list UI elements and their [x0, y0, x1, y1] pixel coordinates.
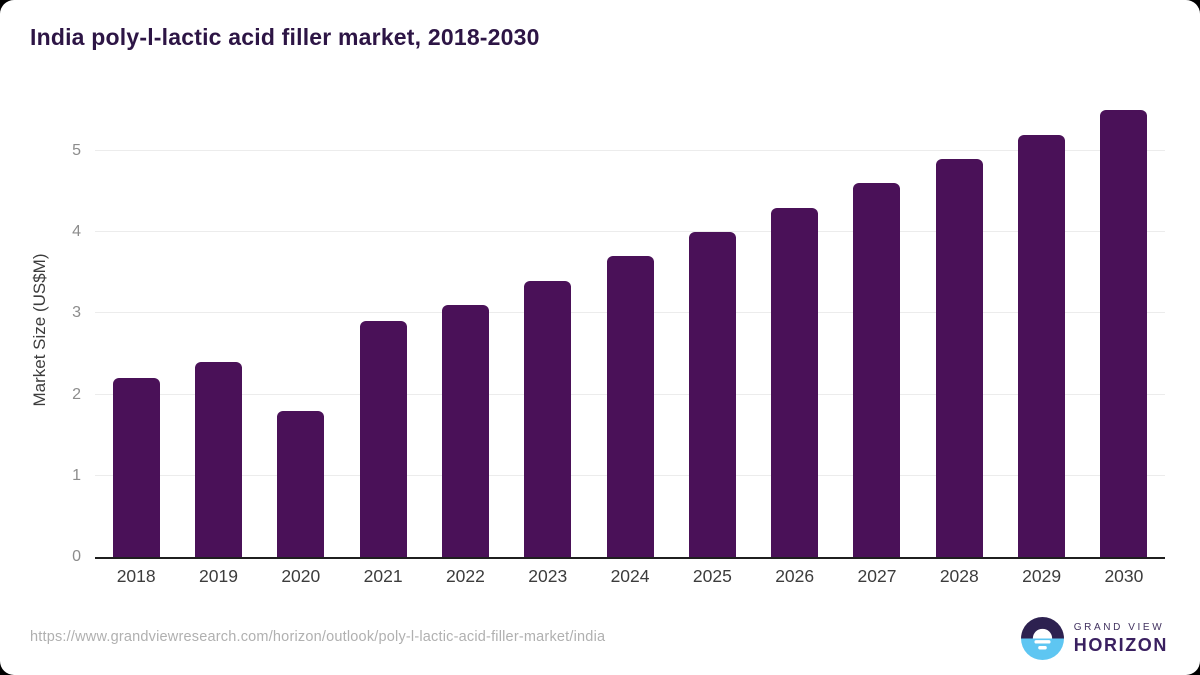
- x-tick-label: 2028: [939, 566, 979, 586]
- x-tick-label: 2023: [528, 566, 568, 586]
- bar-2025: [688, 232, 736, 557]
- gridline: [95, 149, 1165, 151]
- bar-2022: [441, 305, 489, 557]
- x-tick-label: 2022: [445, 566, 485, 586]
- bars-container: [95, 102, 1165, 557]
- bar-slot: [589, 102, 671, 557]
- plot-area: 0 1 2 3 4 5: [72, 102, 1165, 565]
- x-tick-label: 2029: [1022, 566, 1062, 586]
- x-tick-label: 2027: [857, 566, 897, 586]
- x-tick-label: 2019: [199, 566, 238, 586]
- bar-slot: [342, 102, 424, 557]
- bar-2018: [112, 378, 160, 557]
- bar-2027: [853, 183, 901, 557]
- chart-title: India poly-l-lactic acid filler market, …: [30, 24, 540, 50]
- bar-slot: [424, 102, 506, 557]
- x-tick-label: 2021: [363, 566, 403, 586]
- gridline: [95, 231, 1165, 232]
- bar-slot: [836, 102, 918, 557]
- x-tick-label: 2025: [692, 566, 732, 586]
- bar-slot: [507, 102, 589, 557]
- x-tick-label: 2020: [281, 566, 321, 586]
- y-tick-label: 3: [72, 304, 81, 322]
- y-tick-label: 2: [72, 385, 81, 403]
- brand-name-top: GRAND VIEW: [1073, 621, 1165, 633]
- bar-slot: [95, 102, 177, 557]
- y-axis-label: Market Size (US$M): [30, 253, 49, 407]
- y-tick-label: 0: [72, 548, 81, 565]
- bar-slot: [754, 102, 836, 557]
- bar-slot: [671, 102, 753, 557]
- bar-slot: [260, 102, 342, 557]
- bar-slot: [918, 102, 1000, 557]
- y-tick-label: 1: [72, 466, 81, 484]
- bar-2019: [194, 362, 242, 557]
- bar-2020: [277, 410, 325, 557]
- x-tick-label: 2030: [1104, 566, 1144, 586]
- bar-2021: [359, 321, 407, 557]
- x-tick-label: 2024: [610, 566, 650, 586]
- bar-2023: [524, 280, 572, 557]
- bar-slot: [1083, 102, 1165, 557]
- y-tick-label: 5: [72, 141, 81, 159]
- bar-2029: [1018, 134, 1066, 557]
- bar-2030: [1100, 110, 1148, 557]
- brand-name-bottom: HORIZON: [1073, 634, 1168, 655]
- bar-slot: [177, 102, 259, 557]
- bar-2026: [771, 207, 819, 557]
- bar-2028: [935, 158, 983, 557]
- x-tick-label: 2018: [116, 566, 156, 586]
- bar-slot: [1000, 102, 1082, 557]
- x-axis-labels: 2018 2019 2020 2021 2022 2023 2024 2025 2026 2027…: [95, 566, 1165, 587]
- bar-2024: [606, 256, 654, 557]
- y-tick-label: 4: [72, 223, 81, 240]
- x-tick-label: 2026: [775, 566, 815, 586]
- source-url: https://www.grandviewresearch.com/horizo…: [30, 629, 606, 645]
- brand-logo-text: GRAND VIEW HORIZON: [1074, 622, 1168, 656]
- grand-view-horizon-logo-icon: [1020, 617, 1064, 660]
- brand-logo: GRAND VIEW HORIZON: [1020, 617, 1168, 660]
